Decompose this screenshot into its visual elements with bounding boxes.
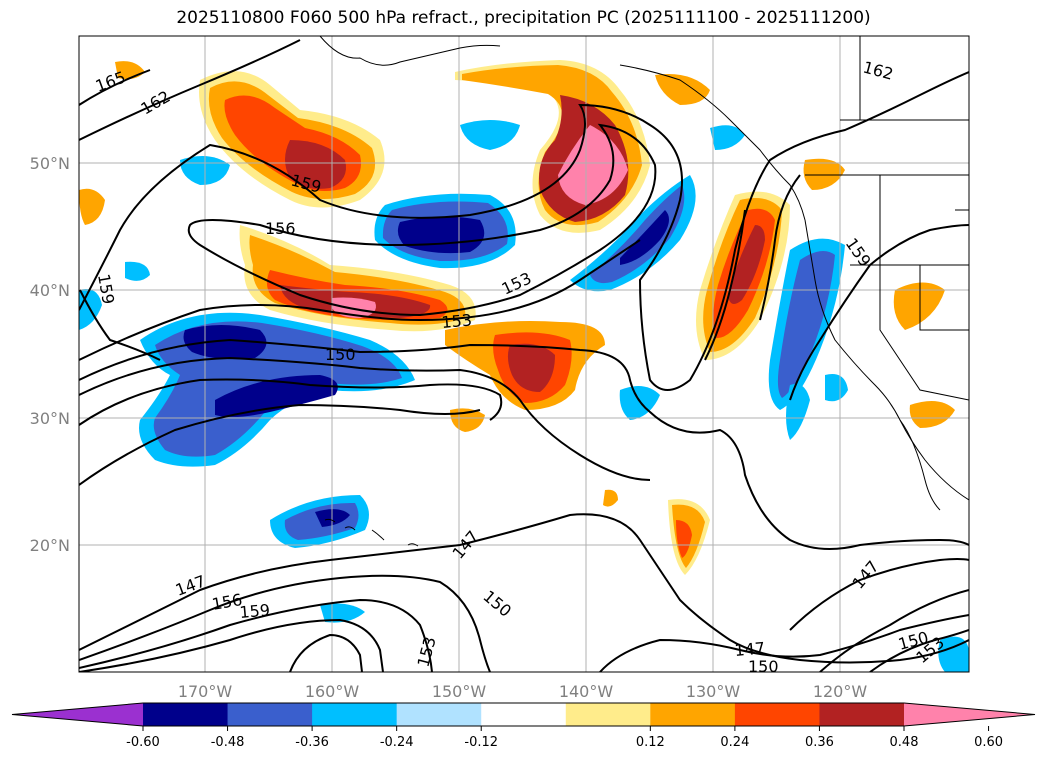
shade-region bbox=[909, 401, 955, 428]
colorbar-tick-label: 0.60 bbox=[974, 735, 1003, 750]
shade-region bbox=[786, 384, 810, 440]
shade-region bbox=[79, 188, 105, 225]
contour-label: 150 bbox=[325, 345, 356, 364]
lon-label: 130°W bbox=[686, 682, 741, 701]
latitude-labels: 50°N 40°N 30°N 20°N bbox=[30, 154, 70, 555]
colorbar-segment bbox=[312, 703, 398, 726]
contour-label: 147 bbox=[173, 571, 208, 599]
colorbar-segment bbox=[565, 703, 651, 726]
colorbar-extend-high bbox=[904, 703, 1035, 726]
colorbar bbox=[11, 702, 1036, 731]
contour-labels: 165 162 159 156 153 153 150 159 147 156 … bbox=[93, 58, 948, 676]
contour-label: 150 bbox=[748, 657, 779, 676]
lon-label: 170°W bbox=[178, 682, 233, 701]
lat-label: 40°N bbox=[30, 281, 70, 300]
colorbar-tick-label: 0.48 bbox=[890, 735, 919, 750]
shade-region bbox=[603, 489, 618, 507]
contour-label: 162 bbox=[138, 87, 174, 119]
colorbar-tick-label: 0.36 bbox=[805, 735, 834, 750]
shade-region bbox=[655, 74, 710, 105]
lat-label: 20°N bbox=[30, 536, 70, 555]
colorbar-tick-label: -0.60 bbox=[126, 735, 160, 750]
shade-region bbox=[320, 603, 365, 623]
colorbar-extend-low bbox=[12, 703, 143, 726]
colorbar-tick-label: -0.12 bbox=[464, 735, 498, 750]
colorbar-segment bbox=[650, 703, 736, 726]
contour-label: 159 bbox=[239, 600, 271, 622]
shade-region bbox=[125, 261, 150, 281]
shade-region bbox=[397, 216, 485, 254]
shade-region bbox=[938, 636, 969, 672]
shade-region bbox=[460, 120, 520, 150]
map-title: 2025110800 F060 500 hPa refract., precip… bbox=[176, 8, 871, 28]
precipitation-shading bbox=[79, 60, 969, 672]
colorbar-segment bbox=[396, 703, 482, 726]
lat-label: 30°N bbox=[30, 409, 70, 428]
contour-label: 153 bbox=[441, 310, 473, 332]
colorbar-segment bbox=[734, 703, 820, 726]
contour-label: 147 bbox=[734, 638, 766, 660]
lon-label: 140°W bbox=[559, 682, 614, 701]
contour-label: 153 bbox=[499, 268, 535, 298]
colorbar-segment bbox=[481, 703, 567, 726]
refractivity-contours bbox=[79, 39, 969, 672]
shade-region bbox=[777, 251, 835, 398]
contour-label: 147 bbox=[449, 527, 483, 563]
lon-label: 150°W bbox=[432, 682, 487, 701]
contour-label: 162 bbox=[861, 58, 895, 84]
colorbar-tick-label: -0.48 bbox=[211, 735, 245, 750]
shade-region bbox=[893, 282, 945, 330]
colorbar-labels: -0.60 -0.48 -0.36 -0.24 -0.12 0.12 0.24 0.36 0.4… bbox=[126, 735, 1003, 750]
shade-region bbox=[803, 158, 845, 190]
shade-region bbox=[183, 325, 267, 360]
shade-region bbox=[620, 210, 669, 265]
longitude-labels: 170°W 160°W 150°W 140°W 130°W 120°W bbox=[178, 682, 868, 701]
contour-label: 147 bbox=[849, 557, 883, 593]
shade-region bbox=[728, 225, 765, 304]
contour-label: 153 bbox=[414, 635, 440, 669]
contour-label: 165 bbox=[93, 67, 128, 95]
shade-region bbox=[825, 374, 848, 402]
colorbar-segment bbox=[143, 703, 229, 726]
contour-label: 156 bbox=[265, 219, 296, 238]
lon-label: 160°W bbox=[305, 682, 360, 701]
colorbar-tick-label: -0.36 bbox=[295, 735, 329, 750]
colorbar-tick-label: 0.12 bbox=[636, 735, 665, 750]
shade-region bbox=[507, 343, 555, 392]
colorbar-segment bbox=[227, 703, 313, 726]
lon-label: 120°W bbox=[813, 682, 868, 701]
colorbar-segment bbox=[819, 703, 905, 726]
colorbar-tick-label: -0.24 bbox=[380, 735, 414, 750]
shade-region bbox=[676, 520, 692, 558]
coastlines bbox=[319, 36, 969, 547]
gridlines bbox=[79, 36, 969, 672]
shade-region bbox=[285, 140, 346, 189]
contour-label: 150 bbox=[479, 587, 515, 621]
lat-label: 50°N bbox=[30, 154, 70, 173]
colorbar-tick-label: 0.24 bbox=[720, 735, 749, 750]
shade-region bbox=[710, 125, 745, 150]
map-frame bbox=[78, 35, 970, 673]
